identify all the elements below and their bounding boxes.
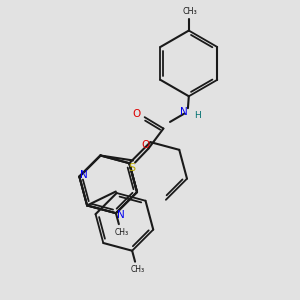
Text: O: O <box>142 140 150 150</box>
Text: N: N <box>116 210 124 220</box>
Text: N: N <box>181 107 188 117</box>
Text: CH₃: CH₃ <box>130 265 145 274</box>
Text: S: S <box>128 163 135 173</box>
Text: CH₃: CH₃ <box>114 228 128 237</box>
Text: O: O <box>132 109 140 118</box>
Text: N: N <box>80 170 88 180</box>
Text: H: H <box>194 111 201 120</box>
Text: CH₃: CH₃ <box>182 7 197 16</box>
